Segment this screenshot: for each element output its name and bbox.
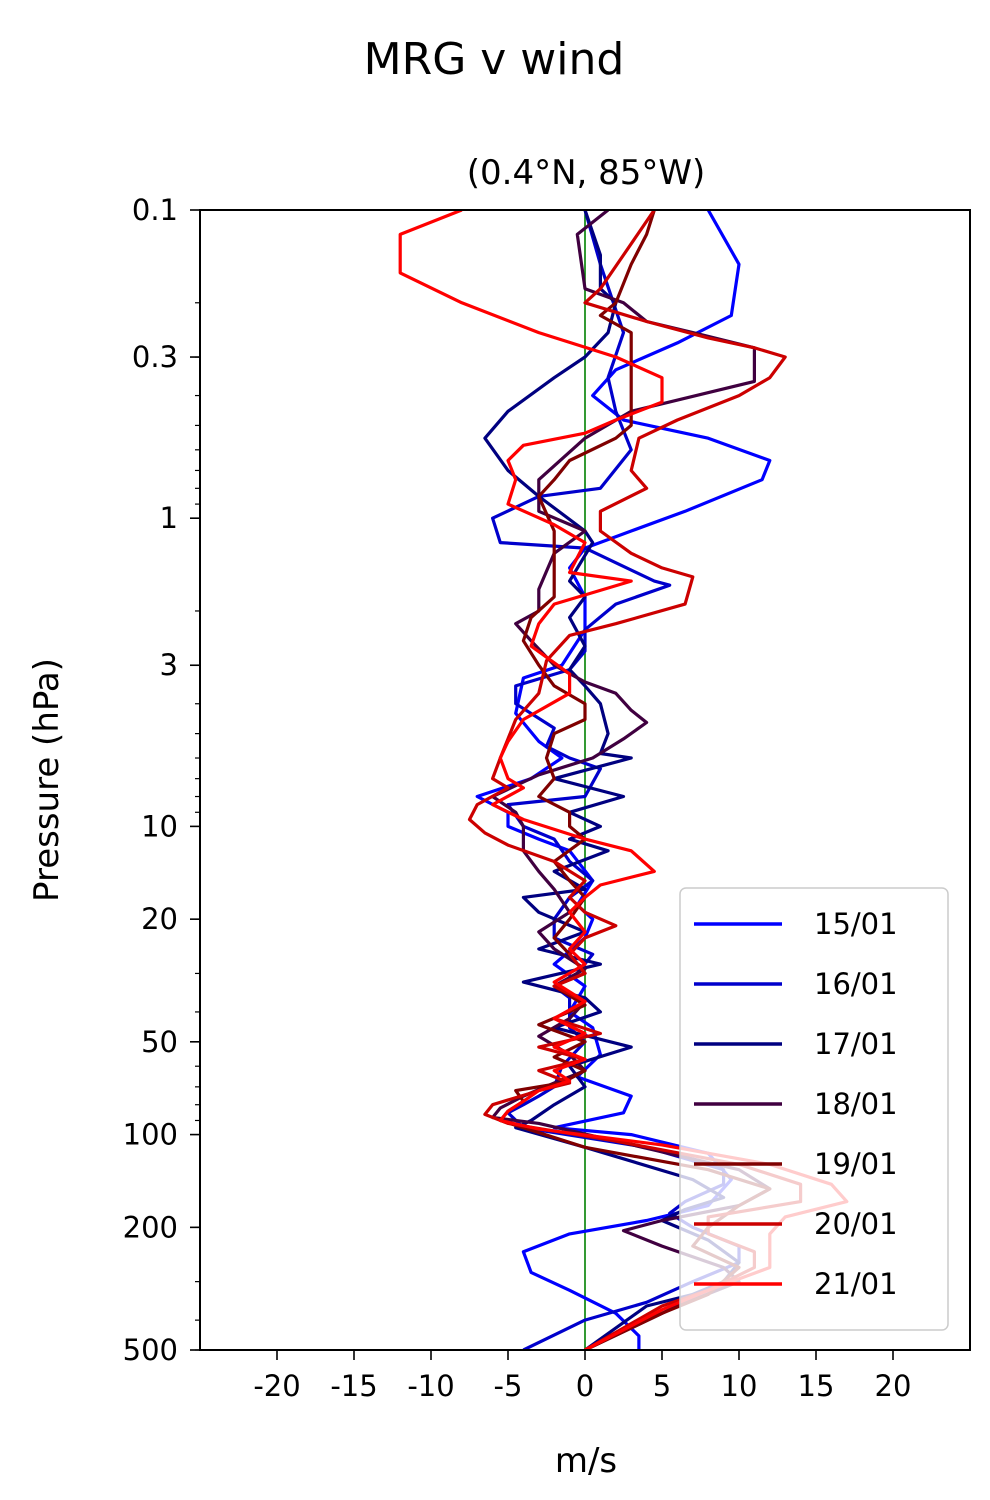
- chart-suptitle: MRG v wind: [364, 34, 625, 85]
- legend-label: 18/01: [814, 1087, 898, 1121]
- y-tick-label: 100: [123, 1118, 178, 1152]
- x-axis-label: m/s: [555, 1441, 617, 1481]
- legend-label: 19/01: [814, 1147, 898, 1181]
- x-tick-label: 20: [875, 1369, 912, 1403]
- y-tick-label: 0.1: [132, 193, 178, 227]
- legend: 15/01 16/01 17/01 18/01 19/01 20/01 21/01: [679, 887, 949, 1331]
- y-tick-label: 10: [141, 809, 178, 843]
- y-tick-label: 1: [160, 501, 178, 535]
- legend-label: 16/01: [814, 967, 898, 1001]
- plot-frame: [199, 209, 971, 1351]
- x-tick-label: -5: [494, 1369, 523, 1403]
- legend-label: 20/01: [814, 1207, 898, 1241]
- series-line-21-01: [398, 210, 849, 1350]
- x-tick-label: 5: [653, 1369, 671, 1403]
- x-tick-label: 15: [798, 1369, 835, 1403]
- y-tick-label: 3: [160, 648, 178, 682]
- x-tick-label: -20: [253, 1369, 300, 1403]
- x-tick-label: -15: [330, 1369, 377, 1403]
- legend-label: 17/01: [814, 1027, 898, 1061]
- chart-title: (0.4°N, 85°W): [467, 153, 706, 193]
- x-tick-label: 10: [721, 1369, 758, 1403]
- series-line-17-01: [483, 210, 741, 1350]
- y-tick-label: 50: [141, 1025, 178, 1059]
- legend-label: 15/01: [814, 907, 898, 941]
- y-tick-label: 500: [123, 1333, 178, 1367]
- x-axis-ticks: -20 -15 -10 -5 0 5 10 15 20: [253, 1350, 911, 1403]
- legend-box: [679, 887, 949, 1331]
- x-tick-label: -10: [407, 1369, 454, 1403]
- y-tick-label: 20: [141, 902, 178, 936]
- y-axis-ticks: 0.1 0.3 1 3 10 20 50 100 200 500: [123, 193, 200, 1367]
- y-tick-label: 200: [123, 1210, 178, 1244]
- series-line-18-01: [491, 210, 772, 1350]
- x-tick-label: 0: [576, 1369, 594, 1403]
- legend-label: 21/01: [814, 1267, 898, 1301]
- y-axis-label: Pressure (hPa): [27, 658, 67, 902]
- y-tick-label: 0.3: [132, 340, 178, 374]
